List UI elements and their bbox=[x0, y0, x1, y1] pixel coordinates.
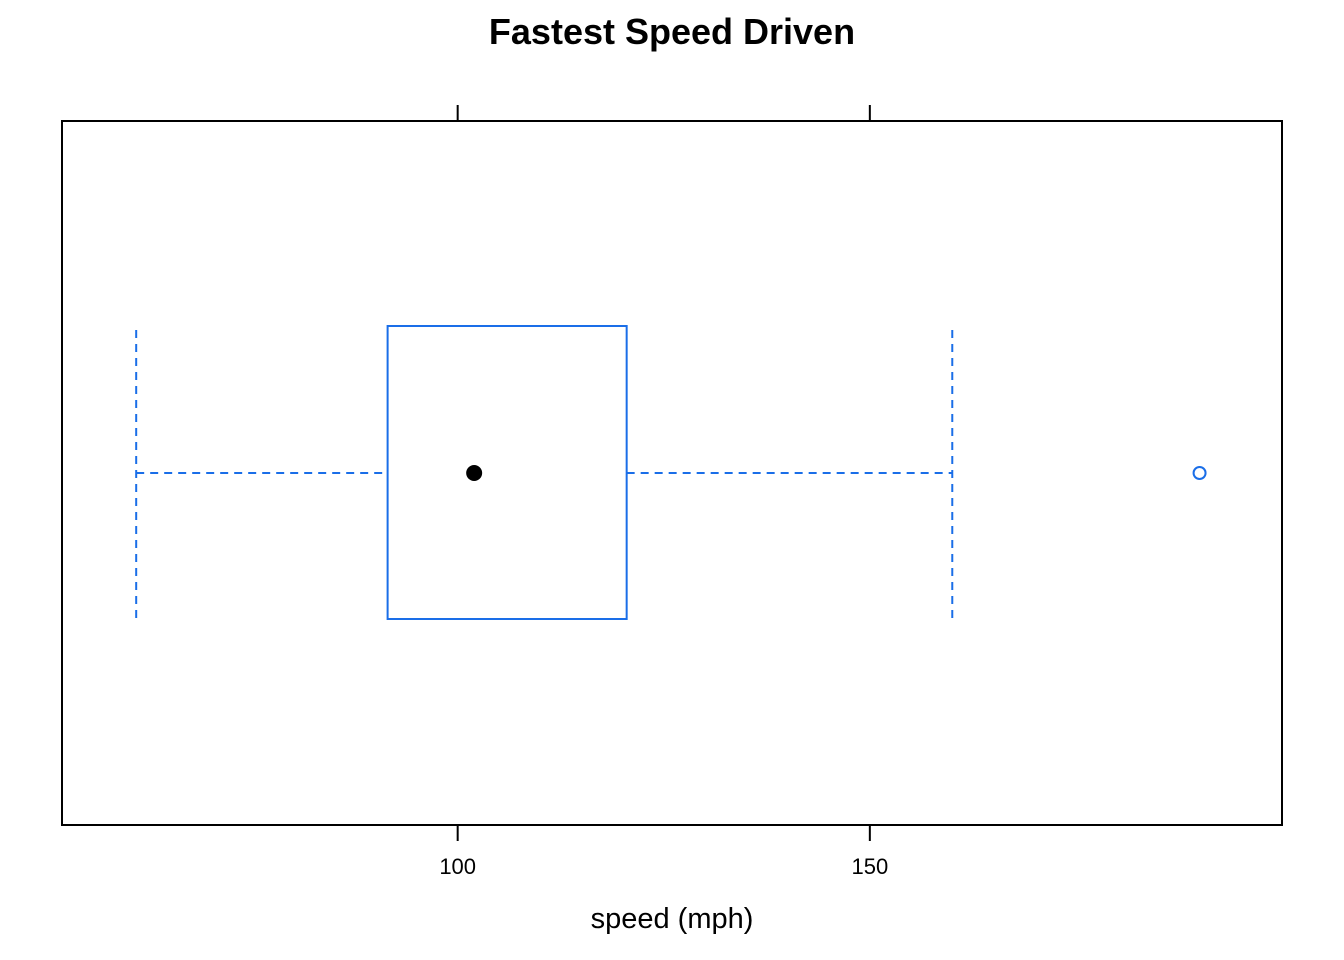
x-tick-label: 150 bbox=[851, 854, 888, 879]
x-axis-ticks: 100 150 bbox=[439, 105, 888, 879]
outlier-point bbox=[1192, 466, 1207, 480]
x-tick-label: 100 bbox=[439, 854, 476, 879]
x-axis-label: speed (mph) bbox=[591, 903, 754, 935]
chart-title: Fastest Speed Driven bbox=[489, 11, 855, 52]
median-point bbox=[466, 465, 483, 481]
plot-frame bbox=[61, 120, 1283, 826]
interquartile-box bbox=[386, 325, 628, 620]
box-and-whiskers bbox=[135, 325, 1207, 622]
